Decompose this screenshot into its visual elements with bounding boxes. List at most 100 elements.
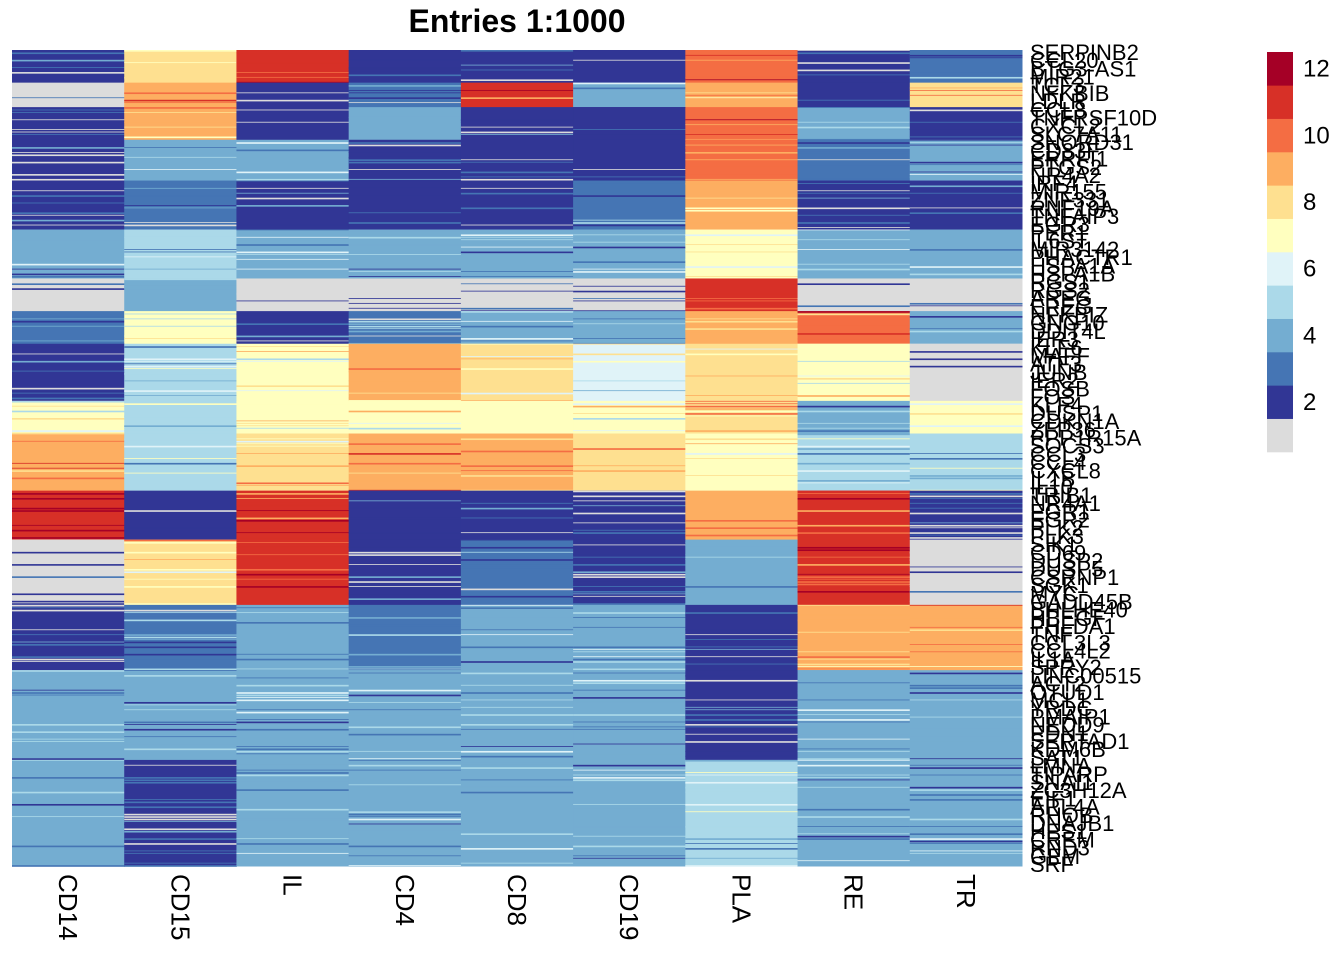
- heatmap-row-stripe: [460, 646, 574, 649]
- row-label: HBEGF: [1030, 606, 1106, 631]
- heatmap-row-stripe: [236, 497, 350, 499]
- heatmap-row-stripe: [460, 54, 574, 57]
- heatmap-row-stripe: [797, 107, 911, 108]
- heatmap-row-stripe: [573, 323, 686, 325]
- heatmap-row-stripe: [124, 600, 237, 603]
- heatmap-row-stripe: [797, 733, 911, 735]
- heatmap-row-stripe: [460, 762, 574, 764]
- heatmap-row-stripe: [573, 571, 686, 574]
- heatmap-row-stripe: [573, 515, 686, 517]
- heatmap-row-stripe: [12, 609, 125, 612]
- heatmap-row-stripe: [12, 410, 125, 413]
- heatmap-row-stripe: [348, 758, 462, 760]
- heatmap-row-stripe: [236, 180, 350, 182]
- heatmap-row-stripe: [348, 811, 462, 813]
- heatmap-row-stripe: [573, 668, 686, 671]
- heatmap-row-stripe: [236, 546, 350, 548]
- heatmap-row-stripe: [797, 305, 911, 308]
- heatmap-row-stripe: [685, 134, 799, 135]
- heatmap-row-stripe: [12, 346, 125, 348]
- heatmap-row-stripe: [236, 258, 350, 260]
- heatmap-row-stripe: [909, 764, 1023, 766]
- heatmap-row-stripe: [685, 679, 799, 682]
- heatmap-row-stripe: [909, 489, 1023, 492]
- heatmap-row-stripe: [236, 99, 350, 102]
- heatmap-row-stripe: [797, 556, 911, 558]
- heatmap-row-stripe: [124, 865, 237, 867]
- heatmap-row-stripe: [348, 636, 462, 638]
- heatmap-row-stripe: [909, 566, 1023, 568]
- heatmap-row-stripe: [124, 748, 237, 751]
- heatmap-block-cd4-6: [348, 278, 462, 312]
- heatmap-row-stripe: [685, 843, 799, 844]
- heatmap-row-stripe: [573, 806, 686, 808]
- heatmap-block-re-2: [797, 107, 911, 141]
- heatmap-row-stripe: [797, 313, 911, 316]
- heatmap-row-stripe: [12, 626, 125, 629]
- heatmap-block-cd4-1: [348, 82, 462, 108]
- heatmap-row-stripe: [797, 99, 911, 101]
- heatmap-row-stripe: [236, 612, 350, 614]
- heatmap-row-stripe: [797, 549, 911, 552]
- heatmap-row-stripe: [909, 363, 1023, 365]
- heatmap-row-stripe: [12, 258, 125, 261]
- heatmap-row-stripe: [460, 207, 574, 210]
- heatmap-row-stripe: [573, 672, 686, 674]
- row-label: TRIB1: [1030, 483, 1092, 508]
- heatmap-row-stripe: [909, 617, 1023, 619]
- heatmap-row-stripe: [124, 126, 237, 128]
- heatmap-row-stripe: [909, 556, 1023, 559]
- row-label: GEM: [1030, 844, 1080, 869]
- heatmap-row-stripe: [909, 559, 1023, 561]
- heatmap-row-stripe: [124, 205, 237, 206]
- heatmap-row-stripe: [909, 838, 1023, 840]
- heatmap-row-stripe: [797, 62, 911, 64]
- heatmap-block-pla-2: [685, 107, 799, 141]
- heatmap-row-stripe: [124, 588, 237, 590]
- heatmap-row-stripe: [685, 475, 799, 476]
- heatmap-row-stripe: [573, 796, 686, 798]
- heatmap-row-stripe: [124, 445, 237, 448]
- heatmap-row-stripe: [124, 365, 237, 368]
- row-label: DUSP2: [1030, 549, 1103, 574]
- heatmap-row-stripe: [573, 743, 686, 745]
- heatmap-row-stripe: [909, 767, 1023, 769]
- heatmap-block-cd15-8: [124, 343, 237, 402]
- heatmap-row-stripe: [909, 537, 1023, 539]
- heatmap-row-stripe: [909, 144, 1023, 146]
- heatmap-row-stripe: [348, 769, 462, 771]
- heatmap-row-stripe: [909, 57, 1023, 59]
- row-label: MYC: [1030, 581, 1079, 606]
- heatmap-row-stripe: [348, 209, 462, 212]
- heatmap-row-stripe: [12, 467, 125, 469]
- heatmap-block-cd8-12: [460, 539, 574, 606]
- heatmap-row-stripe: [685, 675, 799, 677]
- heatmap-row-stripe: [348, 85, 462, 87]
- heatmap-row-stripe: [124, 102, 237, 104]
- heatmap-row-stripe: [573, 794, 686, 796]
- heatmap-block-il-7: [236, 311, 350, 345]
- heatmap-row-stripe: [236, 62, 350, 64]
- legend-tick-label: 6: [1303, 256, 1316, 283]
- column-label-cd15: CD15: [165, 874, 195, 940]
- heatmap-row-stripe: [348, 759, 462, 761]
- heatmap-block-cd15-6: [124, 278, 237, 312]
- heatmap-row-stripe: [236, 171, 350, 174]
- heatmap-row-stripe: [236, 774, 350, 777]
- heatmap-row-stripe: [797, 631, 911, 633]
- heatmap-row-stripe: [12, 507, 125, 510]
- heatmap-row-stripe: [348, 159, 462, 161]
- heatmap-row-stripe: [573, 726, 686, 728]
- heatmap-row-stripe: [236, 748, 350, 751]
- heatmap-row-stripe: [236, 724, 350, 725]
- heatmap-row-stripe: [12, 470, 125, 472]
- row-label: PTGS2: [1030, 155, 1102, 180]
- heatmap-row-stripe: [348, 67, 462, 69]
- heatmap-row-stripe: [909, 512, 1023, 515]
- heatmap-row-stripe: [573, 174, 686, 175]
- heatmap-row-stripe: [236, 149, 350, 152]
- heatmap-row-stripe: [348, 89, 462, 91]
- heatmap-row-stripe: [236, 403, 350, 405]
- row-label: EGR1: [1030, 499, 1090, 524]
